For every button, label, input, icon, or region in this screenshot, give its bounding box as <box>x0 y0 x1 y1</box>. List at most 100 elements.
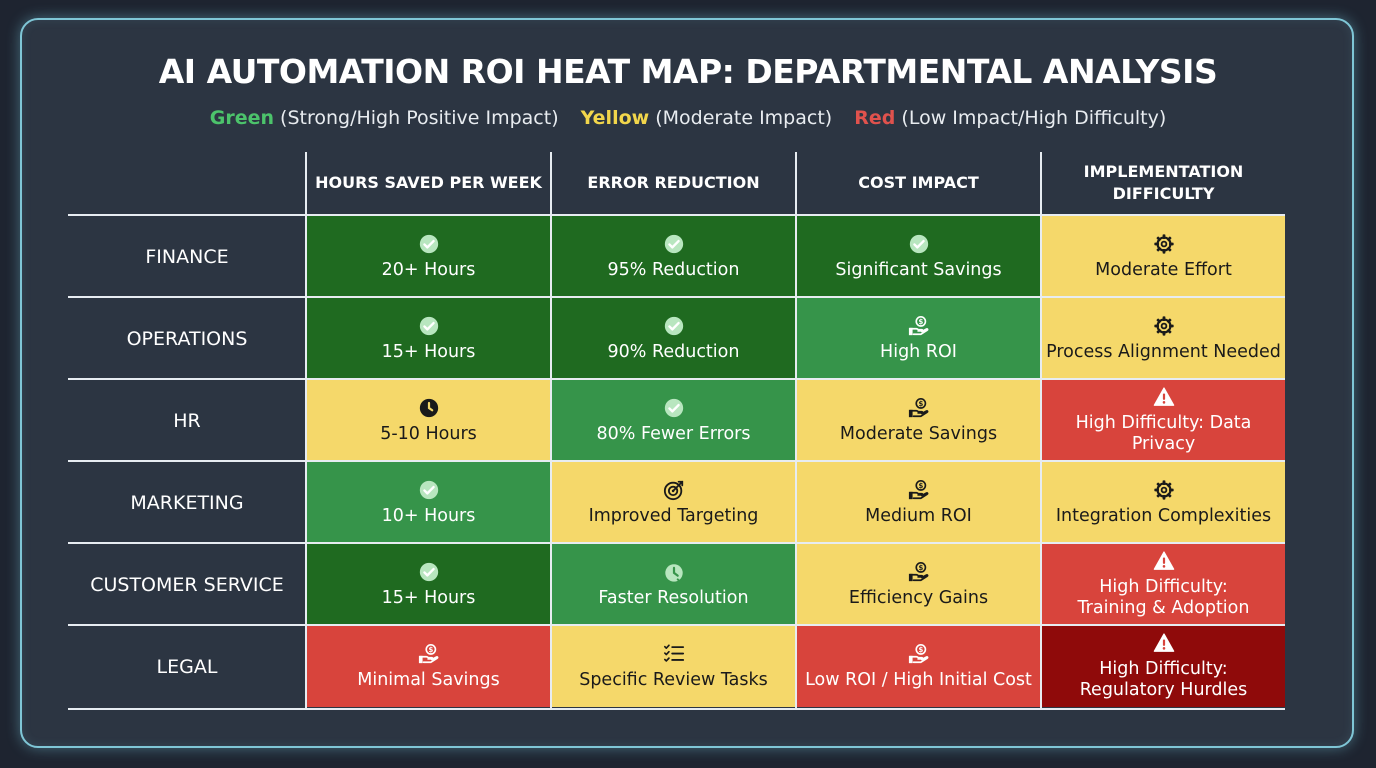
row-divider <box>68 542 1285 544</box>
heatmap-cell: High Difficulty: Data Privacy <box>1042 380 1285 461</box>
gear-icon <box>1153 479 1175 501</box>
legend-key-yellow: Yellow <box>580 107 650 129</box>
svg-text:$: $ <box>918 645 923 653</box>
cell-label: Integration Complexities <box>1055 505 1272 526</box>
warning-icon <box>1153 550 1175 572</box>
check-circle-icon <box>418 561 440 583</box>
cell-label: High Difficulty: Training & Adoption <box>1077 577 1250 618</box>
money-hand-icon: $ <box>908 315 930 337</box>
cell-label: 20+ Hours <box>381 259 476 280</box>
column-header-cost-impact: COST IMPACT <box>858 173 979 192</box>
check-circle-icon <box>663 233 685 255</box>
heatmap-cell: High Difficulty: Regulatory Hurdles <box>1042 626 1285 707</box>
legend-desc-yellow: (Moderate Impact) <box>655 107 833 129</box>
cell-label: Efficiency Gains <box>848 587 989 608</box>
cell-label: Low ROI / High Initial Cost <box>805 669 1032 690</box>
cell-label: Process Alignment Needed <box>1046 341 1281 362</box>
heatmap-cell: Moderate Effort <box>1042 216 1285 297</box>
check-circle-icon <box>418 233 440 255</box>
heatmap-cell: $ Minimal Savings <box>307 626 550 707</box>
money-hand-icon: $ <box>418 643 440 665</box>
cell-label: High ROI <box>880 341 957 362</box>
money-hand-icon: $ <box>908 643 930 665</box>
cell-label: Medium ROI <box>865 505 972 526</box>
row-header-finance: FINANCE <box>145 245 229 268</box>
gear-icon <box>1153 233 1175 255</box>
cell-label: 10+ Hours <box>381 505 476 526</box>
heatmap-cell: Faster Resolution <box>552 544 795 625</box>
check-circle-icon <box>663 315 685 337</box>
warning-icon <box>1153 386 1175 408</box>
column-header-hours-saved-per-week: HOURS SAVED PER WEEK <box>315 173 542 192</box>
heatmap-cell: 95% Reduction <box>552 216 795 297</box>
cell-label: Minimal Savings <box>357 669 500 690</box>
heatmap-cell: Integration Complexities <box>1042 462 1285 543</box>
column-divider <box>305 152 307 708</box>
svg-text:$: $ <box>918 317 923 325</box>
heatmap-cell: 90% Reduction <box>552 298 795 379</box>
checklist-icon <box>663 643 685 665</box>
heatmap-cell: High Difficulty: Training & Adoption <box>1042 544 1285 625</box>
cell-label: 15+ Hours <box>381 587 476 608</box>
row-divider <box>68 296 1285 298</box>
check-circle-icon <box>908 233 930 255</box>
cell-label: Specific Review Tasks <box>579 669 768 690</box>
check-circle-icon <box>418 315 440 337</box>
warning-icon <box>1153 632 1175 654</box>
column-divider <box>795 152 797 708</box>
target-icon <box>663 479 685 501</box>
check-circle-icon <box>418 479 440 501</box>
cell-label: Improved Targeting <box>588 505 759 526</box>
legend: Green (Strong/High Positive Impact) Yell… <box>0 107 1376 129</box>
money-hand-icon: $ <box>908 561 930 583</box>
row-header-legal: LEGAL <box>156 655 218 678</box>
svg-text:$: $ <box>428 645 433 653</box>
heatmap-cell: $ Moderate Savings <box>797 380 1040 461</box>
row-divider <box>68 624 1285 626</box>
legend-key-red: Red <box>854 107 896 129</box>
heatmap-cell: $ Low ROI / High Initial Cost <box>797 626 1040 707</box>
heatmap-cell: 5-10 Hours <box>307 380 550 461</box>
clock-icon <box>418 397 440 419</box>
cell-label: 80% Fewer Errors <box>596 423 751 444</box>
legend-key-green: Green <box>209 107 274 129</box>
cell-label: 90% Reduction <box>607 341 740 362</box>
heatmap-cell: Process Alignment Needed <box>1042 298 1285 379</box>
heatmap-cell: 15+ Hours <box>307 544 550 625</box>
heatmap-cell: Significant Savings <box>797 216 1040 297</box>
legend-item-green: Green (Strong/High Positive Impact) <box>210 107 559 129</box>
heatmap-cell: Specific Review Tasks <box>552 626 795 707</box>
row-divider <box>68 708 1285 710</box>
column-divider <box>550 152 552 708</box>
cell-label: 5-10 Hours <box>380 423 477 444</box>
legend-desc-red: (Low Impact/High Difficulty) <box>901 107 1167 129</box>
row-divider <box>68 214 1285 216</box>
column-header-implementation-difficulty: IMPLEMENTATION DIFFICULTY <box>1083 162 1244 203</box>
cell-label: Moderate Effort <box>1095 259 1232 280</box>
cell-label: Faster Resolution <box>598 587 749 608</box>
row-header-customer-service: CUSTOMER SERVICE <box>90 573 284 596</box>
gear-icon <box>1153 315 1175 337</box>
svg-text:$: $ <box>918 563 923 571</box>
cell-label: 95% Reduction <box>607 259 740 280</box>
legend-item-red: Red (Low Impact/High Difficulty) <box>854 107 1166 129</box>
cell-label: Moderate Savings <box>839 423 998 444</box>
row-divider <box>68 378 1285 380</box>
column-header-error-reduction: ERROR REDUCTION <box>587 173 760 192</box>
row-header-hr: HR <box>173 409 201 432</box>
check-circle-icon <box>663 397 685 419</box>
column-divider <box>1040 152 1042 708</box>
cell-label: High Difficulty: Regulatory Hurdles <box>1079 659 1248 700</box>
row-header-marketing: MARKETING <box>130 491 244 514</box>
heatmap-cell: 10+ Hours <box>307 462 550 543</box>
heatmap-cell: 15+ Hours <box>307 298 550 379</box>
chart-title: AI AUTOMATION ROI HEAT MAP: DEPARTMENTAL… <box>158 52 1218 91</box>
heatmap-cell: 20+ Hours <box>307 216 550 297</box>
row-divider <box>68 460 1285 462</box>
legend-desc-green: (Strong/High Positive Impact) <box>280 107 559 129</box>
money-hand-icon: $ <box>908 397 930 419</box>
svg-text:$: $ <box>918 481 923 489</box>
heatmap-cell: $ High ROI <box>797 298 1040 379</box>
money-hand-icon: $ <box>908 479 930 501</box>
cell-label: 15+ Hours <box>381 341 476 362</box>
